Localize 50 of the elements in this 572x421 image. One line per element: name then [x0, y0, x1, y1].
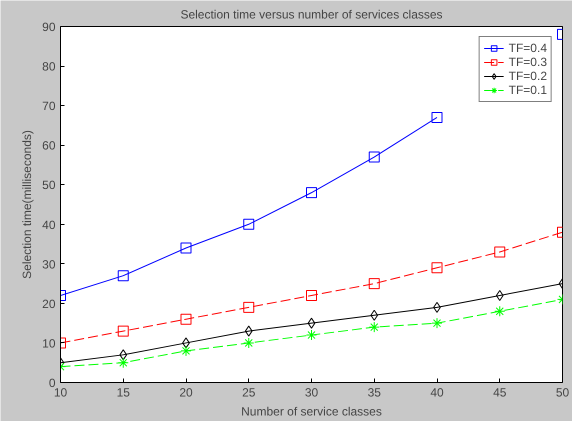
x-tick-label: 10 — [54, 386, 68, 400]
point — [180, 345, 192, 356]
point — [118, 357, 129, 368]
y-tick-label: 80 — [42, 60, 56, 74]
point — [494, 246, 506, 258]
point — [432, 318, 442, 329]
point — [368, 322, 380, 333]
point — [370, 310, 378, 321]
point — [244, 326, 253, 337]
point — [306, 187, 317, 198]
point — [432, 262, 442, 274]
point — [180, 314, 192, 325]
legend-label: TF=0.2 — [508, 69, 547, 83]
point — [432, 112, 442, 123]
y-tick-label: 50 — [42, 178, 56, 192]
x-tick-label: 15 — [116, 386, 130, 400]
point — [368, 278, 380, 290]
x-tick-label: 45 — [493, 386, 507, 400]
y-axis-title: Selection time(milliseconds) — [20, 130, 34, 279]
point — [496, 290, 504, 301]
x-tick-label: 35 — [368, 386, 382, 400]
x-tick-label: 50 — [556, 386, 570, 400]
point — [118, 326, 129, 337]
y-tick-label: 70 — [42, 99, 56, 114]
point — [243, 218, 254, 230]
y-tick-label: 40 — [42, 218, 56, 232]
point — [243, 337, 254, 348]
y-tick-label: 30 — [42, 257, 56, 272]
y-tick-label: 20 — [42, 296, 56, 311]
point — [118, 270, 129, 282]
y-tick-label: 0 — [48, 376, 56, 390]
point — [306, 290, 317, 301]
x-tick-label: 20 — [179, 386, 193, 400]
y-tick-label: 90 — [42, 20, 56, 34]
x-axis-title: Number of service classes — [241, 404, 382, 418]
point — [306, 330, 317, 341]
y-tick-label: 60 — [42, 138, 56, 153]
x-tick-label: 40 — [430, 386, 444, 400]
legend-label: TF=0.1 — [508, 83, 547, 97]
x-tick-label: 25 — [242, 386, 256, 400]
legend-label: TF=0.4 — [508, 41, 547, 55]
x-tick-label: 30 — [304, 386, 318, 400]
point — [180, 242, 192, 254]
y-tick-label: 10 — [42, 336, 56, 350]
legend-label: TF=0.3 — [508, 55, 547, 69]
point — [119, 349, 128, 360]
point — [243, 302, 254, 313]
point — [494, 306, 506, 317]
chart-title: Selection time versus number of services classes — [180, 8, 443, 22]
point — [368, 152, 380, 163]
